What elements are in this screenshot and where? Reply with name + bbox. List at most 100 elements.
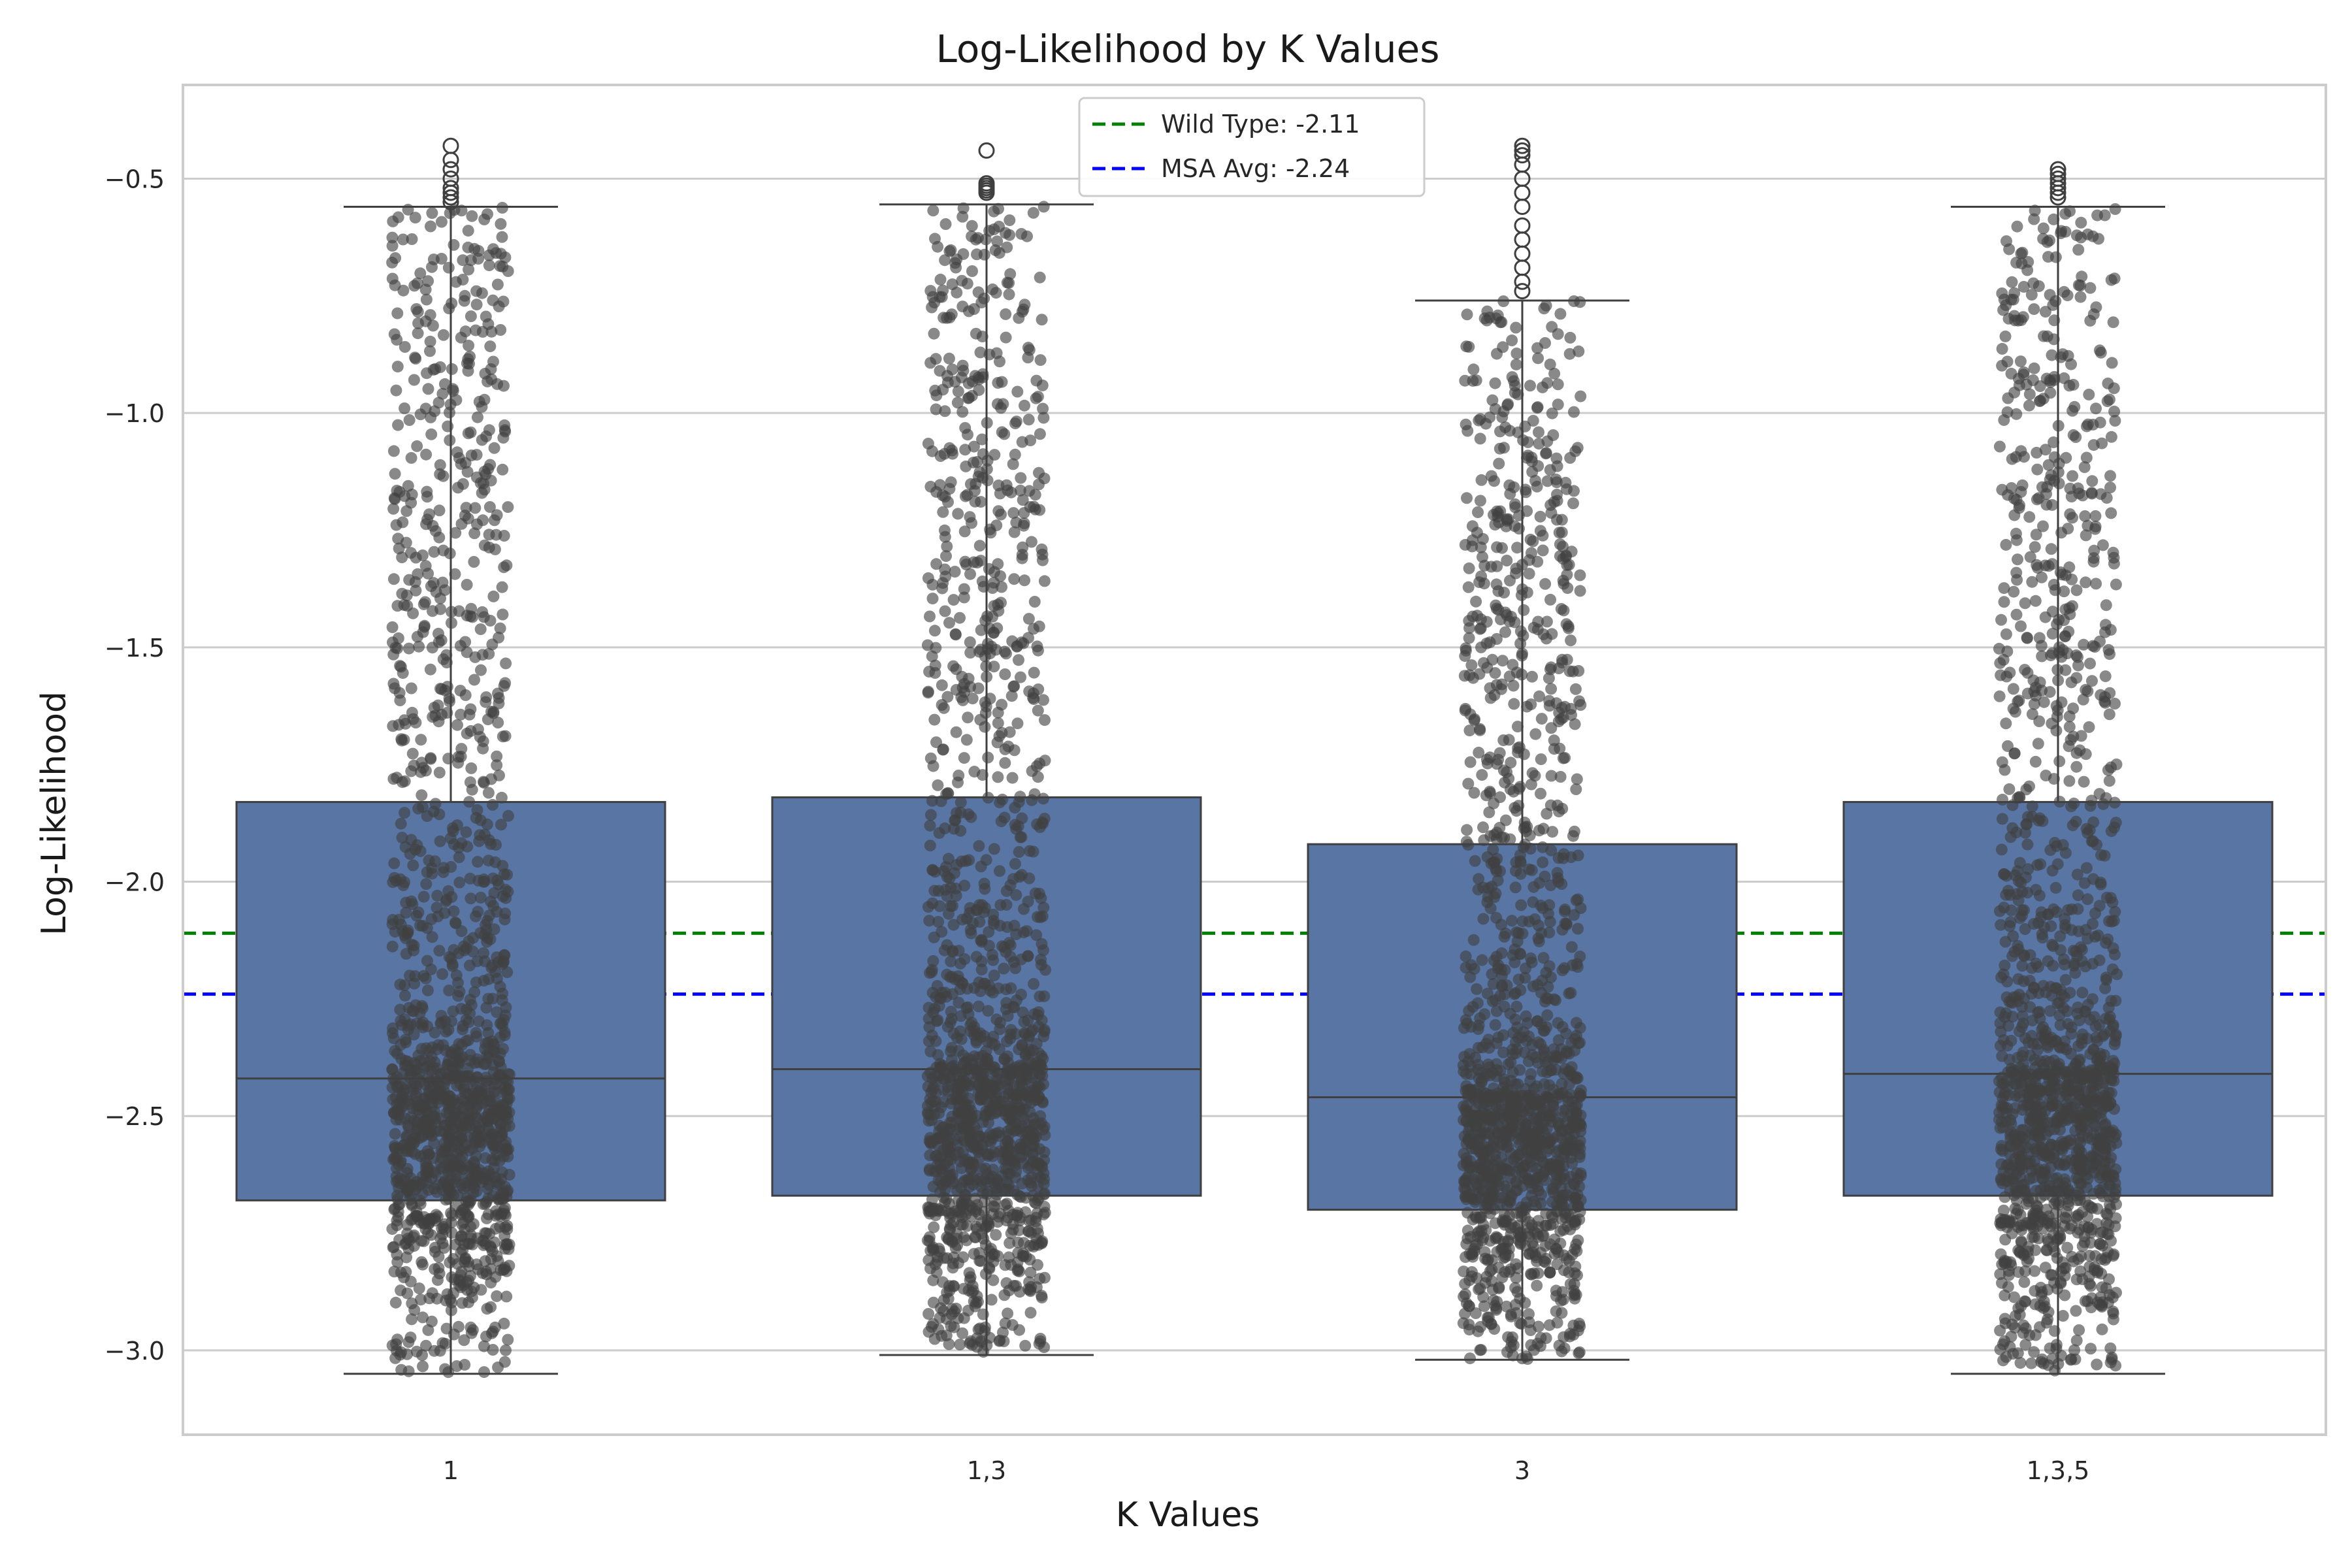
strip-point: [992, 377, 1004, 389]
strip-point: [950, 683, 962, 696]
strip-point: [491, 1290, 503, 1302]
strip-point: [415, 1294, 427, 1306]
strip-point: [463, 263, 475, 276]
strip-point: [992, 1211, 1005, 1223]
strip-point: [990, 347, 1003, 359]
strip-point: [483, 1170, 495, 1183]
strip-point: [412, 317, 425, 329]
strip-point: [922, 901, 934, 913]
strip-point: [2032, 738, 2044, 750]
strip-point: [1001, 921, 1013, 933]
strip-point: [960, 1122, 973, 1135]
strip-point: [462, 1088, 474, 1101]
strip-point: [426, 931, 438, 943]
strip-point: [1563, 348, 1576, 360]
strip-point: [429, 1263, 441, 1275]
strip-point: [433, 1250, 445, 1263]
strip-point: [947, 988, 958, 1000]
strip-point: [440, 657, 453, 669]
strip-point: [924, 1149, 936, 1162]
strip-point: [945, 1005, 957, 1018]
strip-point: [444, 406, 455, 419]
strip-point: [485, 838, 497, 850]
strip-point: [1539, 578, 1552, 590]
strip-point: [1486, 394, 1499, 406]
strip-point: [403, 574, 416, 586]
strip-point: [949, 1093, 962, 1105]
strip-point: [414, 1178, 427, 1190]
strip-point: [479, 828, 491, 841]
strip-point: [1006, 635, 1019, 647]
strip-point: [1501, 399, 1514, 412]
strip-point: [451, 446, 463, 459]
strip-point: [923, 1235, 936, 1247]
strip-point: [412, 906, 425, 919]
strip-point: [1533, 877, 1546, 889]
strip-point: [455, 1266, 468, 1278]
strip-point: [1004, 1028, 1017, 1041]
strip-point: [959, 444, 972, 456]
strip-point: [977, 1308, 989, 1320]
strip-point: [433, 715, 445, 728]
strip-point: [389, 1141, 402, 1154]
strip-point: [1475, 1320, 1486, 1333]
strip-point: [1520, 1350, 1533, 1363]
strip-point: [1572, 923, 1584, 935]
strip-point: [455, 1179, 467, 1191]
strip-point: [421, 514, 434, 526]
strip-point: [465, 310, 477, 323]
strip-point: [948, 1321, 960, 1333]
strip-point: [1028, 596, 1041, 608]
strip-point: [984, 647, 996, 659]
strip-point: [975, 624, 987, 636]
strip-point: [1524, 829, 1536, 841]
strip-point: [424, 345, 436, 357]
strip-point: [968, 440, 980, 453]
strip-point: [495, 1130, 508, 1142]
strip-point: [2048, 314, 2061, 327]
strip-point: [1486, 968, 1498, 980]
strip-point: [1574, 1118, 1586, 1130]
strip-point: [410, 584, 422, 596]
strip-point: [934, 479, 946, 491]
strip-point: [478, 465, 491, 478]
strip-point: [1568, 1289, 1580, 1301]
strip-point: [1462, 839, 1475, 851]
strip-point: [501, 966, 514, 979]
strip-point: [960, 734, 973, 746]
strip-point: [1564, 1278, 1576, 1290]
strip-point: [1507, 659, 1519, 671]
strip-point: [1012, 820, 1024, 832]
strip-point: [947, 1175, 959, 1188]
strip-point: [1558, 848, 1570, 860]
strip-point: [1505, 1147, 1517, 1160]
strip-point: [1461, 824, 1473, 836]
strip-point: [1488, 1323, 1501, 1335]
strip-point: [981, 474, 994, 487]
strip-point: [978, 877, 990, 890]
strip-point: [1558, 1148, 1571, 1160]
strip-point: [1490, 1070, 1503, 1083]
strip-point: [1468, 963, 1480, 975]
strip-point: [494, 1031, 506, 1043]
strip-point: [453, 876, 466, 889]
strip-point: [1552, 1017, 1564, 1029]
strip-point: [498, 1317, 510, 1330]
strip-point: [933, 1107, 945, 1119]
strip-point: [1475, 622, 1487, 634]
strip-point: [476, 649, 489, 661]
strip-point: [992, 203, 1004, 215]
strip-point: [1005, 982, 1017, 994]
strip-point: [482, 375, 494, 387]
strip-point: [401, 1184, 414, 1197]
strip-point: [1558, 604, 1570, 617]
strip-point: [478, 393, 491, 406]
strip-point: [1036, 548, 1049, 561]
strip-point: [982, 1096, 994, 1108]
strip-point: [1502, 1331, 1514, 1343]
strip-point: [1008, 680, 1021, 693]
strip-point: [1007, 873, 1019, 885]
strip-point: [1551, 867, 1563, 879]
strip-point: [1517, 629, 1529, 642]
strip-point: [1477, 821, 1489, 834]
